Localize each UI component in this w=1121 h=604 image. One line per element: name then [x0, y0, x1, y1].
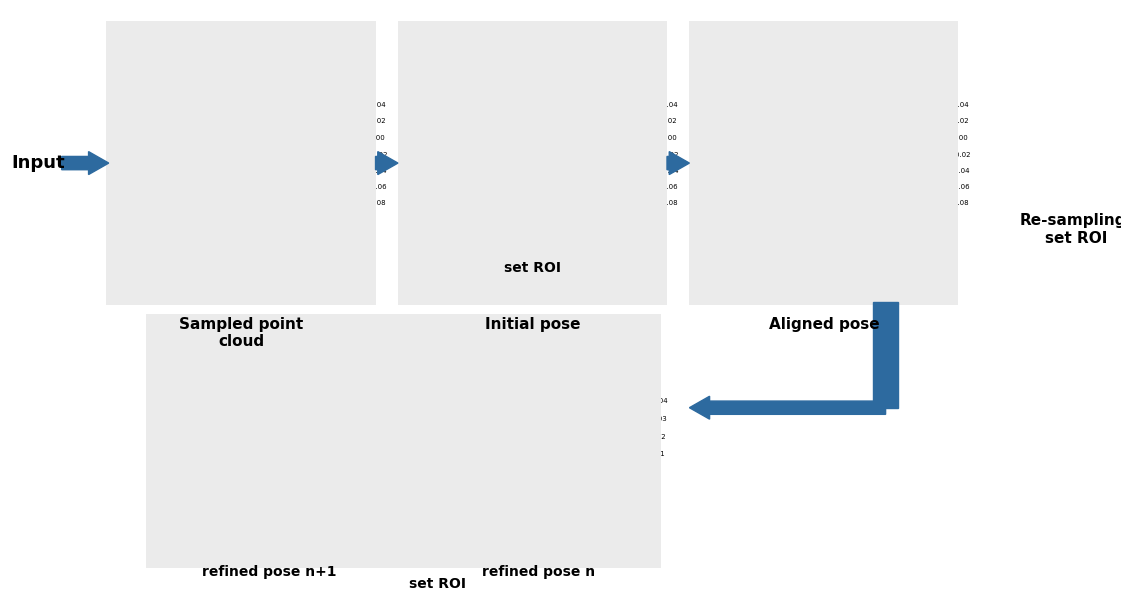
Text: refined pose n+1: refined pose n+1: [202, 565, 336, 579]
Text: refined pose n: refined pose n: [482, 565, 594, 579]
Text: Re-sampling,
set ROI: Re-sampling, set ROI: [1020, 213, 1121, 246]
Text: Sampled point
cloud: Sampled point cloud: [179, 317, 303, 350]
Text: Aligned pose: Aligned pose: [769, 317, 879, 332]
Text: set ROI: set ROI: [504, 261, 560, 275]
Text: Initial pose: Initial pose: [484, 317, 581, 332]
Text: set ROI: set ROI: [409, 577, 465, 591]
Text: Input: Input: [11, 154, 65, 172]
